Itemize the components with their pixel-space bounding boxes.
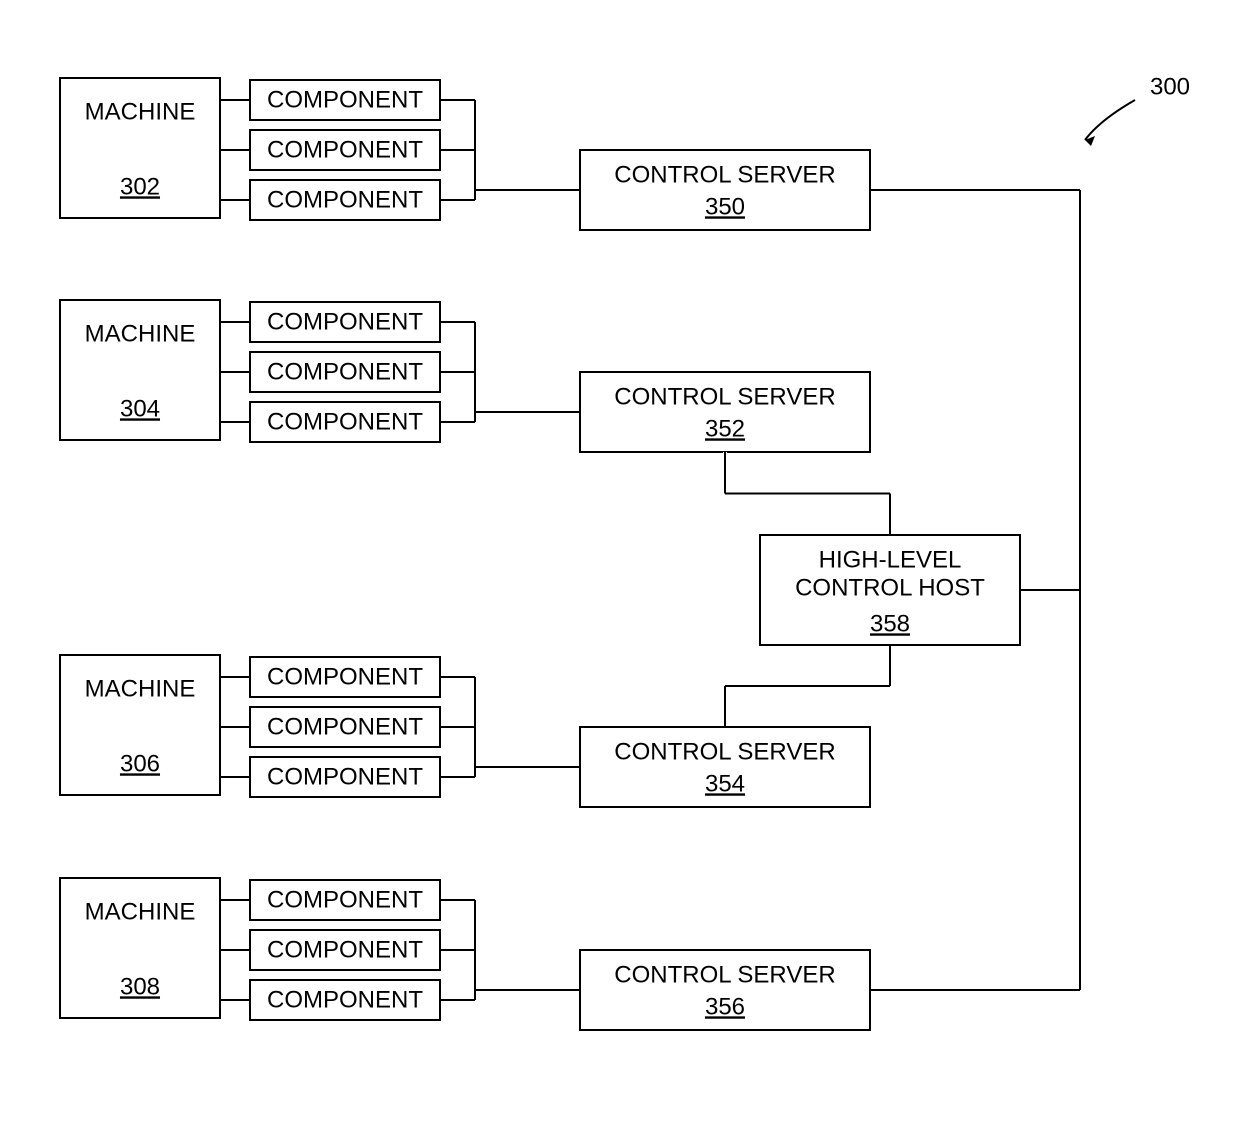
component-label: COMPONENT [267, 136, 423, 163]
control-server-label: CONTROL SERVER [614, 738, 835, 765]
component-label: COMPONENT [267, 886, 423, 913]
machine-ref: 304 [120, 395, 160, 422]
machine-label: MACHINE [85, 320, 196, 347]
machine-label: MACHINE [85, 898, 196, 925]
control-host-label: CONTROL HOST [795, 574, 985, 601]
control-server-ref: 356 [705, 993, 745, 1020]
component-label: COMPONENT [267, 86, 423, 113]
component-label: COMPONENT [267, 408, 423, 435]
control-server-label: CONTROL SERVER [614, 161, 835, 188]
component-label: COMPONENT [267, 936, 423, 963]
machine-ref: 306 [120, 750, 160, 777]
figure-ref: 300 [1150, 73, 1190, 100]
component-label: COMPONENT [267, 358, 423, 385]
machine-label: MACHINE [85, 675, 196, 702]
control-server-ref: 354 [705, 770, 745, 797]
component-label: COMPONENT [267, 763, 423, 790]
machine-ref: 308 [120, 973, 160, 1000]
control-server-ref: 350 [705, 193, 745, 220]
control-server-label: CONTROL SERVER [614, 961, 835, 988]
component-label: COMPONENT [267, 713, 423, 740]
control-server-ref: 352 [705, 415, 745, 442]
machine-ref: 302 [120, 173, 160, 200]
component-label: COMPONENT [267, 986, 423, 1013]
control-host-label: HIGH-LEVEL [819, 546, 962, 573]
machine-label: MACHINE [85, 98, 196, 125]
leader-line [1085, 100, 1135, 140]
control-server-label: CONTROL SERVER [614, 383, 835, 410]
component-label: COMPONENT [267, 663, 423, 690]
component-label: COMPONENT [267, 308, 423, 335]
component-label: COMPONENT [267, 186, 423, 213]
system-diagram: MACHINE 302 MACHINE 304 MACHINE 306 MACHINE 308… [0, 0, 1240, 1144]
control-host-ref: 358 [870, 610, 910, 637]
